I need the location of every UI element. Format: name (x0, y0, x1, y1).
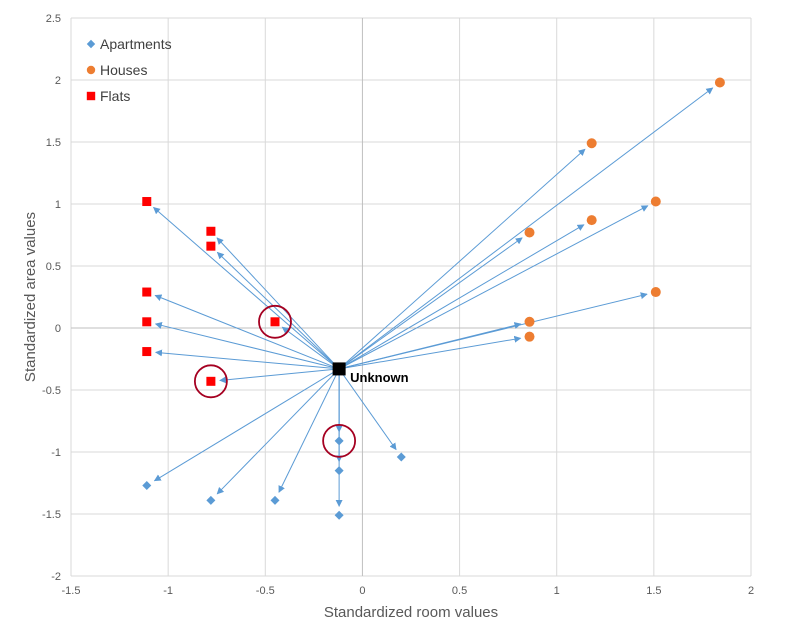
x-tick-label: -1.5 (62, 585, 81, 597)
y-tick-label: -1.5 (42, 509, 61, 521)
arrow (219, 368, 340, 384)
arrows (153, 87, 714, 507)
x-tick-label: -1 (163, 585, 173, 597)
arrow (154, 322, 340, 370)
y-tick-label: -0.5 (42, 385, 61, 397)
data-points: Unknown (142, 77, 725, 520)
x-tick-label: 1 (554, 585, 560, 597)
arrow (216, 368, 340, 495)
arrow (216, 237, 340, 370)
y-tick-label: -1 (51, 447, 61, 459)
legend-marker-apartments (86, 39, 96, 49)
flats-point (206, 376, 216, 386)
legend-label-flats: Flats (100, 88, 130, 104)
arrow (338, 87, 714, 370)
apartments-point (334, 466, 344, 476)
legend-label-apartments: Apartments (100, 36, 172, 52)
flats-point (270, 317, 280, 327)
x-axis-title: Standardized room values (324, 604, 498, 621)
houses-point (524, 316, 535, 327)
y-tick-label: 1 (55, 199, 61, 211)
x-tick-label: 0.5 (452, 585, 467, 597)
houses-point (586, 138, 597, 149)
apartments-point (334, 510, 344, 520)
houses-point (650, 287, 661, 298)
y-tick-label: 0.5 (46, 261, 61, 273)
legend-marker-houses (86, 65, 96, 75)
highlight-circle (258, 304, 292, 339)
arrow (338, 224, 585, 370)
y-tick-label: -2 (51, 571, 61, 583)
arrow (339, 335, 522, 370)
apartments-point (396, 452, 406, 462)
arrow (338, 368, 397, 451)
apartments-point (270, 495, 280, 505)
y-tick-label: 0 (55, 323, 61, 335)
unknown-label: Unknown (350, 370, 409, 385)
apartments-point (206, 495, 216, 505)
flats-point (206, 226, 216, 236)
y-tick-label: 2.5 (46, 13, 61, 25)
axes: -1.5 -1 -0.5 0 0.5 1 1.5 2-2-1.5-1-0.500.511.52… (42, 13, 754, 597)
highlight-circle (322, 423, 357, 458)
x-tick-label: 2 (748, 585, 754, 597)
flats-point (142, 287, 152, 297)
y-axis-title: Standardized area values (22, 212, 39, 382)
legend-label-houses: Houses (100, 62, 147, 78)
highlight-circles (193, 304, 357, 458)
legend: Apartments Houses Flats (86, 36, 172, 104)
x-tick-label: 0 (359, 585, 365, 597)
arrow (216, 251, 340, 370)
x-tick-label: 1.5 (646, 585, 661, 597)
arrow (338, 237, 523, 370)
legend-marker-flats (86, 91, 96, 101)
houses-point (524, 331, 535, 342)
arrow (338, 148, 586, 370)
houses-point (524, 227, 535, 238)
unknown-point (332, 362, 346, 376)
apartments-point (334, 436, 344, 446)
arrow (338, 292, 648, 370)
highlight-circle (193, 364, 228, 399)
apartments-point (142, 480, 152, 490)
flats-point (142, 317, 152, 327)
houses-point (586, 215, 597, 226)
houses-point (714, 77, 725, 88)
arrow (338, 205, 649, 370)
arrow (278, 368, 340, 493)
flats-point (142, 197, 152, 207)
x-tick-label: -0.5 (256, 585, 275, 597)
arrow (154, 294, 340, 370)
y-tick-label: 1.5 (46, 137, 61, 149)
y-tick-label: 2 (55, 75, 61, 87)
arrow (281, 326, 340, 370)
arrow (153, 368, 340, 482)
arrow (153, 206, 340, 370)
houses-point (650, 196, 661, 207)
flats-point (206, 241, 216, 251)
gridlines (70, 17, 752, 577)
flats-point (142, 347, 152, 357)
arrow (155, 349, 340, 370)
